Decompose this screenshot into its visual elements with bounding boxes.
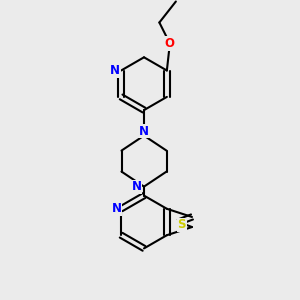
Text: N: N	[110, 64, 120, 77]
Text: S: S	[178, 218, 186, 232]
Text: N: N	[112, 202, 122, 215]
Text: N: N	[139, 124, 149, 138]
Text: O: O	[165, 37, 175, 50]
Text: N: N	[131, 180, 142, 193]
